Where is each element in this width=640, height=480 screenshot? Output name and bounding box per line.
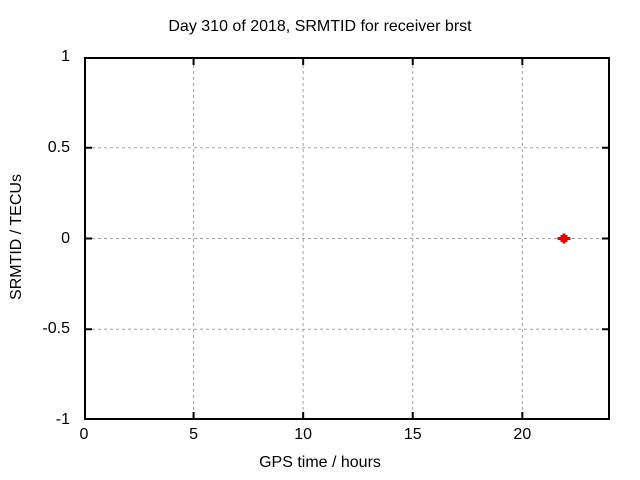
y-tick-label: 1	[61, 48, 70, 65]
chart-title: Day 310 of 2018, SRMTID for receiver brs…	[168, 18, 472, 35]
x-tick-label: 15	[403, 426, 422, 443]
x-tick-label: 20	[513, 426, 532, 443]
y-tick-label: -0.5	[42, 320, 70, 338]
y-tick-label: 0	[61, 229, 70, 247]
x-tick-label: 10	[294, 426, 313, 443]
y-tick-label: 0.5	[47, 138, 70, 156]
data-point-marker	[557, 233, 571, 244]
plot-area	[83, 56, 610, 421]
x-tick-label: 0	[79, 426, 89, 443]
y-tick-label: -1	[55, 411, 70, 428]
plot-svg	[83, 56, 610, 421]
x-axis-label: GPS time / hours	[259, 454, 381, 471]
x-tick-label: 5	[189, 426, 199, 443]
plot-border	[84, 57, 610, 420]
